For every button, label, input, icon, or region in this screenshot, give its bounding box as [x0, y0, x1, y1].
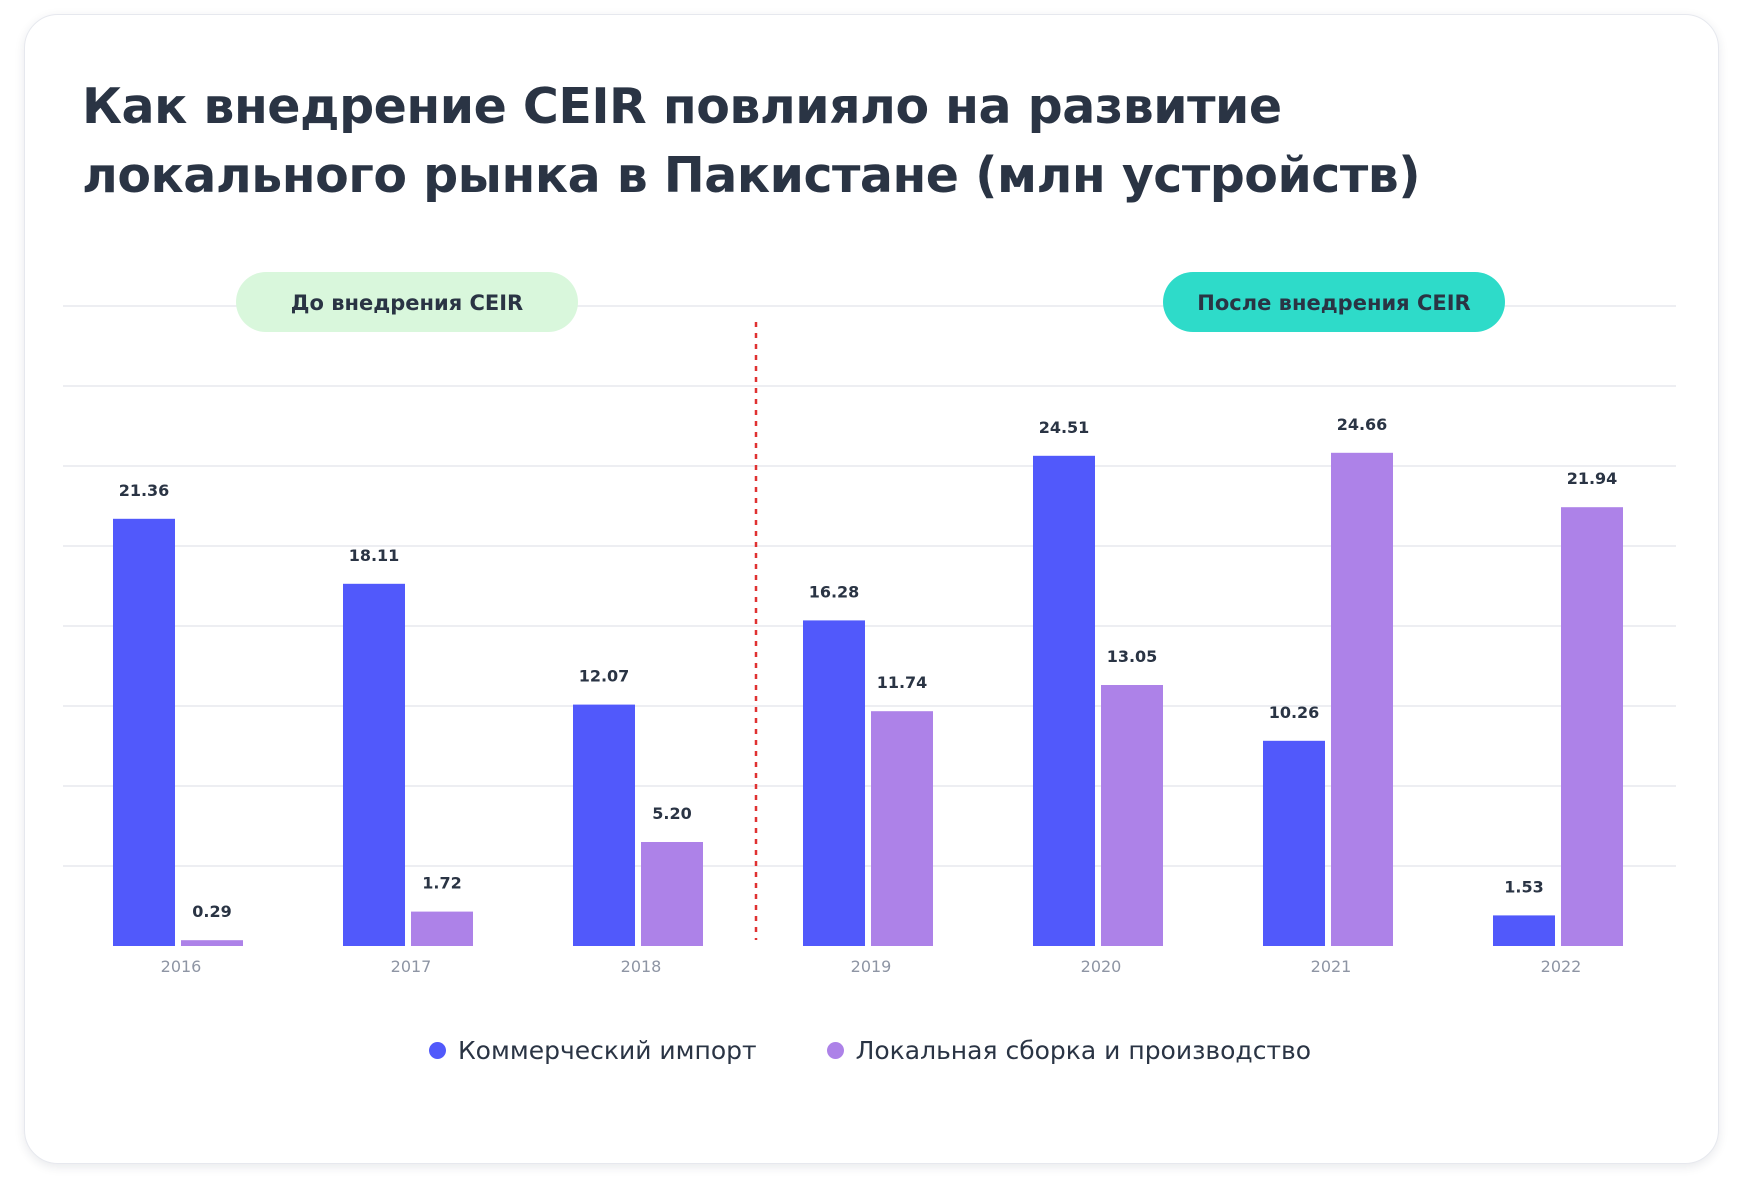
legend-marker-import — [428, 1042, 446, 1059]
x-tick-label-2021: 2021 — [1311, 957, 1352, 976]
after-period-label: После внедрения CEIR — [1197, 291, 1470, 315]
value-label-local-2022: 21.94 — [1567, 469, 1618, 488]
bar-import-2020 — [1033, 455, 1095, 946]
bar-import-2017 — [343, 583, 405, 946]
value-label-local-2021: 24.66 — [1337, 415, 1388, 434]
chart-card — [24, 14, 1719, 1164]
value-label-local-2019: 11.74 — [877, 673, 928, 692]
value-label-local-2017: 1.72 — [422, 874, 461, 893]
bar-import-2018 — [573, 704, 635, 946]
before-period-pill — [236, 272, 578, 332]
x-tick-label-2022: 2022 — [1541, 957, 1582, 976]
legend-label-import: Коммерческий импорт — [457, 1036, 757, 1065]
value-label-import-2018: 12.07 — [579, 667, 630, 686]
bar-local-2019 — [871, 711, 933, 946]
before-period-label: До внедрения CEIR — [291, 291, 523, 315]
bar-local-2020 — [1101, 685, 1163, 946]
legend-label-local: Локальная сборка и производство — [855, 1036, 1312, 1065]
value-label-import-2017: 18.11 — [349, 546, 400, 565]
bar-local-2018 — [641, 842, 703, 946]
chart-title: Как внедрение CEIR повлияло на развитие … — [82, 78, 1421, 204]
bar-local-2022 — [1561, 507, 1623, 946]
after-period-pill — [1163, 272, 1505, 332]
value-label-import-2019: 16.28 — [809, 582, 860, 601]
value-label-import-2022: 1.53 — [1504, 877, 1543, 896]
legend-item-import: Коммерческий импорт — [428, 1036, 757, 1065]
bar-local-2021 — [1331, 452, 1393, 946]
value-label-local-2016: 0.29 — [192, 902, 231, 921]
value-label-import-2016: 21.36 — [119, 481, 170, 500]
x-tick-label-2020: 2020 — [1081, 957, 1122, 976]
value-label-local-2020: 13.05 — [1107, 647, 1158, 666]
value-label-import-2021: 10.26 — [1269, 703, 1320, 722]
value-label-import-2020: 24.51 — [1039, 418, 1090, 437]
bar-local-2017 — [411, 911, 473, 946]
x-tick-label-2017: 2017 — [391, 957, 432, 976]
x-tick-label-2019: 2019 — [851, 957, 892, 976]
value-label-local-2018: 5.20 — [652, 804, 691, 823]
legend-item-local: Локальная сборка и производство — [826, 1036, 1312, 1065]
bar-import-2016 — [113, 518, 175, 946]
legend: Коммерческий импорт Локальная сборка и п… — [0, 1036, 1740, 1065]
x-tick-label-2018: 2018 — [621, 957, 662, 976]
bar-local-2016 — [181, 940, 243, 946]
bar-import-2021 — [1263, 740, 1325, 946]
bar-import-2019 — [803, 620, 865, 946]
legend-marker-local — [826, 1042, 844, 1059]
x-tick-label-2016: 2016 — [161, 957, 202, 976]
bar-import-2022 — [1493, 915, 1555, 946]
